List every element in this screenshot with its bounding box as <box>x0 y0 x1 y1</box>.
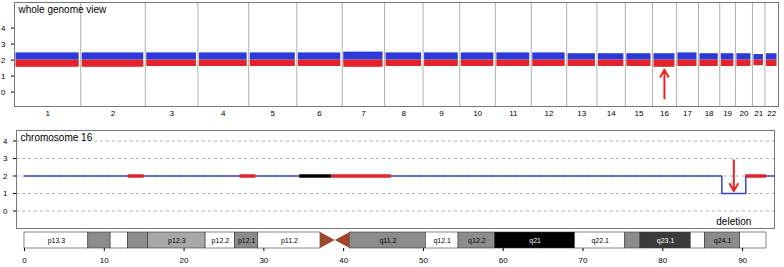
svg-text:50: 50 <box>419 256 428 265</box>
svg-text:3: 3 <box>1 40 6 49</box>
svg-text:13: 13 <box>577 109 586 118</box>
svg-text:10: 10 <box>473 109 482 118</box>
svg-text:9: 9 <box>439 109 444 118</box>
svg-text:q12.1: q12.1 <box>433 237 451 245</box>
svg-text:7: 7 <box>361 109 366 118</box>
svg-text:20: 20 <box>180 256 189 265</box>
svg-text:18: 18 <box>705 109 714 118</box>
svg-text:1: 1 <box>3 189 8 198</box>
svg-text:20: 20 <box>739 109 748 118</box>
svg-text:deletion: deletion <box>716 216 751 227</box>
svg-text:22: 22 <box>767 109 776 118</box>
svg-text:6: 6 <box>317 109 322 118</box>
svg-text:40: 40 <box>339 256 348 265</box>
svg-text:14: 14 <box>607 109 616 118</box>
svg-text:11: 11 <box>509 109 518 118</box>
svg-text:4: 4 <box>1 24 6 33</box>
svg-text:whole genome view: whole genome view <box>18 4 108 15</box>
svg-text:0: 0 <box>22 256 27 265</box>
svg-text:p12.3: p12.3 <box>168 237 186 245</box>
svg-text:4: 4 <box>3 137 8 146</box>
svg-text:8: 8 <box>402 109 407 118</box>
svg-text:p12.2: p12.2 <box>212 237 230 245</box>
svg-text:p13.3: p13.3 <box>48 237 66 245</box>
svg-text:4: 4 <box>221 109 226 118</box>
svg-text:60: 60 <box>499 256 508 265</box>
svg-text:3: 3 <box>3 154 8 163</box>
svg-text:10: 10 <box>100 256 109 265</box>
svg-text:90: 90 <box>738 256 747 265</box>
svg-text:19: 19 <box>723 109 732 118</box>
svg-text:chromosome 16: chromosome 16 <box>21 132 93 143</box>
svg-text:2: 2 <box>3 172 8 181</box>
svg-text:16: 16 <box>660 109 669 118</box>
svg-text:p11.2: p11.2 <box>281 237 298 245</box>
svg-text:2: 2 <box>1 56 6 65</box>
svg-text:30: 30 <box>259 256 268 265</box>
svg-text:q24.1: q24.1 <box>714 237 732 245</box>
svg-text:70: 70 <box>579 256 588 265</box>
svg-text:q11.2: q11.2 <box>379 237 396 245</box>
svg-text:5: 5 <box>271 109 276 118</box>
svg-text:0: 0 <box>3 207 8 216</box>
svg-text:15: 15 <box>634 109 643 118</box>
svg-text:p12.1: p12.1 <box>238 237 256 245</box>
svg-text:q12.2: q12.2 <box>468 237 486 245</box>
svg-text:3: 3 <box>169 109 174 118</box>
svg-text:q22.1: q22.1 <box>591 237 609 245</box>
svg-text:80: 80 <box>658 256 667 265</box>
svg-text:q23.1: q23.1 <box>657 237 675 245</box>
svg-text:21: 21 <box>754 109 763 118</box>
svg-text:q21: q21 <box>529 237 541 245</box>
svg-text:17: 17 <box>683 109 692 118</box>
svg-text:2: 2 <box>111 109 116 118</box>
svg-text:1: 1 <box>45 109 50 118</box>
svg-text:1: 1 <box>1 72 6 81</box>
svg-text:0: 0 <box>1 88 6 97</box>
svg-text:12: 12 <box>545 109 554 118</box>
